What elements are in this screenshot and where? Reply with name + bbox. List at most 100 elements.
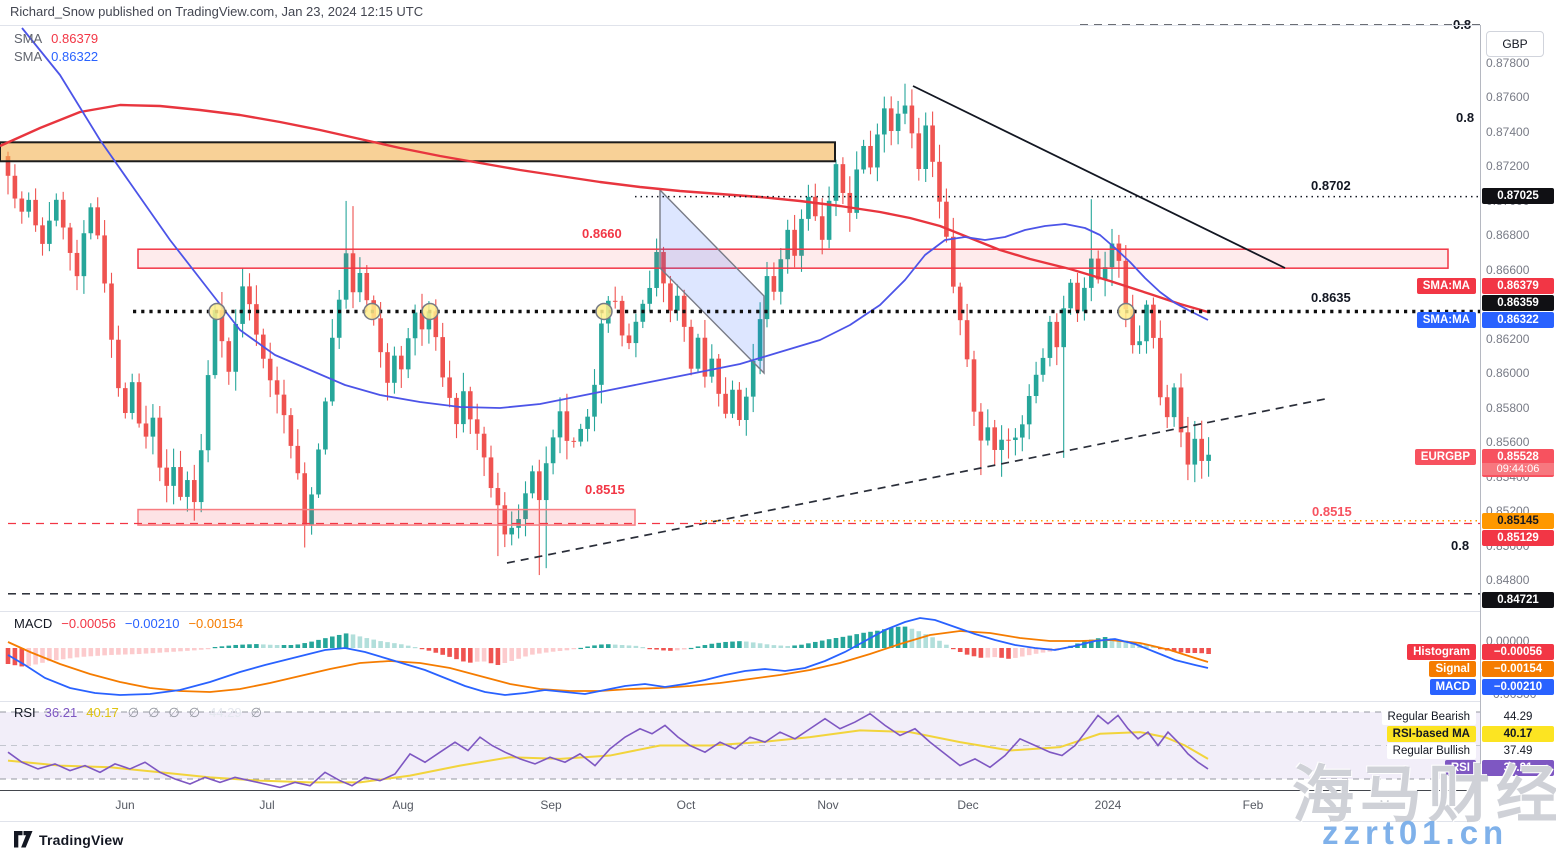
- candle-body: [205, 375, 211, 451]
- candle-body: [882, 108, 887, 135]
- crossing-marker-circle[interactable]: [1117, 302, 1135, 321]
- candle-body: [750, 360, 756, 397]
- candle-body: [488, 457, 494, 489]
- candle-body: [902, 105, 908, 114]
- macd-histogram-bar: [295, 644, 301, 648]
- pane-separator-macd[interactable]: [0, 611, 1480, 612]
- candle-body: [833, 164, 839, 201]
- pane-separator-rsi[interactable]: [0, 701, 1480, 702]
- indicator-value: ∅: [148, 705, 160, 720]
- indicator-label: SMA: [14, 31, 43, 46]
- candle-body: [806, 196, 811, 219]
- macd-pane[interactable]: [5, 617, 1211, 696]
- candle-body: [695, 337, 701, 369]
- candle-body: [254, 304, 259, 335]
- candlestick-series[interactable]: [5, 83, 1211, 576]
- crossing-marker-circle[interactable]: [595, 302, 613, 321]
- level-085129-value-badge: 0.85129: [1482, 530, 1554, 546]
- macd-histogram-bar: [888, 627, 894, 648]
- crossing-marker-circle[interactable]: [421, 302, 439, 321]
- candle-body: [571, 440, 577, 442]
- macd-histogram-bar: [1178, 648, 1184, 653]
- macd-histogram-bar: [488, 648, 494, 664]
- macd-histogram-bar: [744, 641, 749, 648]
- macd-histogram-bar: [461, 648, 466, 662]
- candle-body: [495, 488, 501, 506]
- price-axis[interactable]: 0.878000.876000.874000.872000.870000.868…: [1480, 25, 1556, 820]
- macd-histogram-bar: [902, 626, 908, 648]
- indicator-value: −0.00210: [124, 616, 180, 631]
- candle-body: [123, 388, 128, 414]
- candle-body: [523, 493, 528, 520]
- support-zone-0.8515[interactable]: [137, 508, 636, 526]
- macd-histogram-bar: [185, 648, 190, 651]
- candle-body: [999, 439, 1004, 450]
- macd-histogram-bar: [882, 629, 887, 648]
- macd-histogram-bar: [261, 644, 266, 648]
- macd-histogram-bar: [923, 634, 928, 648]
- rsi-line: [7, 712, 1209, 789]
- level-085145-value-badge: 0.85145: [1482, 513, 1554, 529]
- candle-body: [1102, 267, 1108, 280]
- candle-body: [19, 198, 25, 212]
- candle-body: [840, 164, 846, 193]
- candle-body: [226, 341, 232, 372]
- candle-body: [343, 253, 349, 300]
- candle-body: [357, 272, 363, 293]
- level-084721-value-badge: 0.84721: [1482, 592, 1554, 608]
- candle-body: [530, 471, 535, 494]
- candle-body: [323, 401, 328, 450]
- rsi-pane[interactable]: [0, 711, 1480, 789]
- time-axis-label: Feb: [1242, 798, 1264, 812]
- macd-histogram-bar: [178, 648, 183, 652]
- crossing-marker-circle[interactable]: [363, 302, 381, 321]
- sma-legend-row: SMA 0.86379: [14, 30, 107, 48]
- candle-body: [1144, 304, 1149, 342]
- macd-histogram-bar: [709, 643, 715, 648]
- publish-title: Richard_Snow published on TradingView.co…: [10, 4, 424, 19]
- bear-flag-channel[interactable]: [659, 188, 765, 375]
- candle-body: [930, 125, 935, 162]
- candle-body: [1199, 438, 1204, 461]
- macd-histogram-bar: [861, 632, 866, 648]
- time-axis[interactable]: Jun Jul Aug Sep Oct Nov Dec 2024 Feb Mar: [0, 790, 1480, 822]
- time-axis-label: Jul: [259, 798, 275, 812]
- crossing-marker-circle[interactable]: [208, 302, 226, 321]
- macd-histogram-bar: [219, 646, 225, 648]
- macd-histogram-bar: [274, 645, 280, 648]
- candle-body: [992, 427, 997, 450]
- ascending-dashed-trendline[interactable]: [506, 397, 1331, 564]
- candle-body: [295, 445, 301, 474]
- macd-histogram-bar: [1033, 648, 1039, 654]
- macd-histogram-bar: [895, 626, 901, 648]
- macd-histogram-bar: [750, 642, 756, 648]
- macd-histogram-bar: [1116, 639, 1122, 648]
- candle-body: [964, 320, 970, 360]
- candle-body: [302, 473, 307, 525]
- price-level-label: 0.8702: [1311, 178, 1351, 193]
- currency-toggle-button[interactable]: GBP: [1486, 31, 1544, 57]
- candle-body: [74, 252, 80, 277]
- candle-body: [875, 134, 880, 168]
- candle-body: [1192, 438, 1198, 465]
- sma-blue-label-chip: SMA:MA: [1416, 312, 1476, 328]
- macd-histogram-bar: [247, 644, 252, 648]
- macd-histogram-bar: [288, 645, 294, 648]
- candle-body: [785, 229, 790, 260]
- tradingview-logo-icon: [14, 831, 33, 848]
- macd-histogram-bar: [1199, 648, 1204, 654]
- candle-body: [178, 467, 183, 497]
- chart-canvas[interactable]: [0, 0, 1480, 822]
- sma-blue-line[interactable]: [21, 27, 1209, 409]
- price-axis-tick: 0.87200: [1486, 159, 1530, 174]
- tradingview-branding[interactable]: TradingView: [14, 831, 123, 848]
- sma-red-line[interactable]: [0, 103, 1209, 314]
- macd-histogram-bar: [833, 638, 839, 648]
- macd-histogram-bar: [971, 648, 977, 657]
- candle-body: [40, 225, 45, 244]
- macd-histogram-bar: [454, 648, 459, 660]
- macd-histogram-bar: [647, 648, 652, 650]
- indicator-value: 40.17: [86, 705, 119, 720]
- descending-trendline[interactable]: [912, 85, 1286, 269]
- candle-body: [1178, 387, 1184, 433]
